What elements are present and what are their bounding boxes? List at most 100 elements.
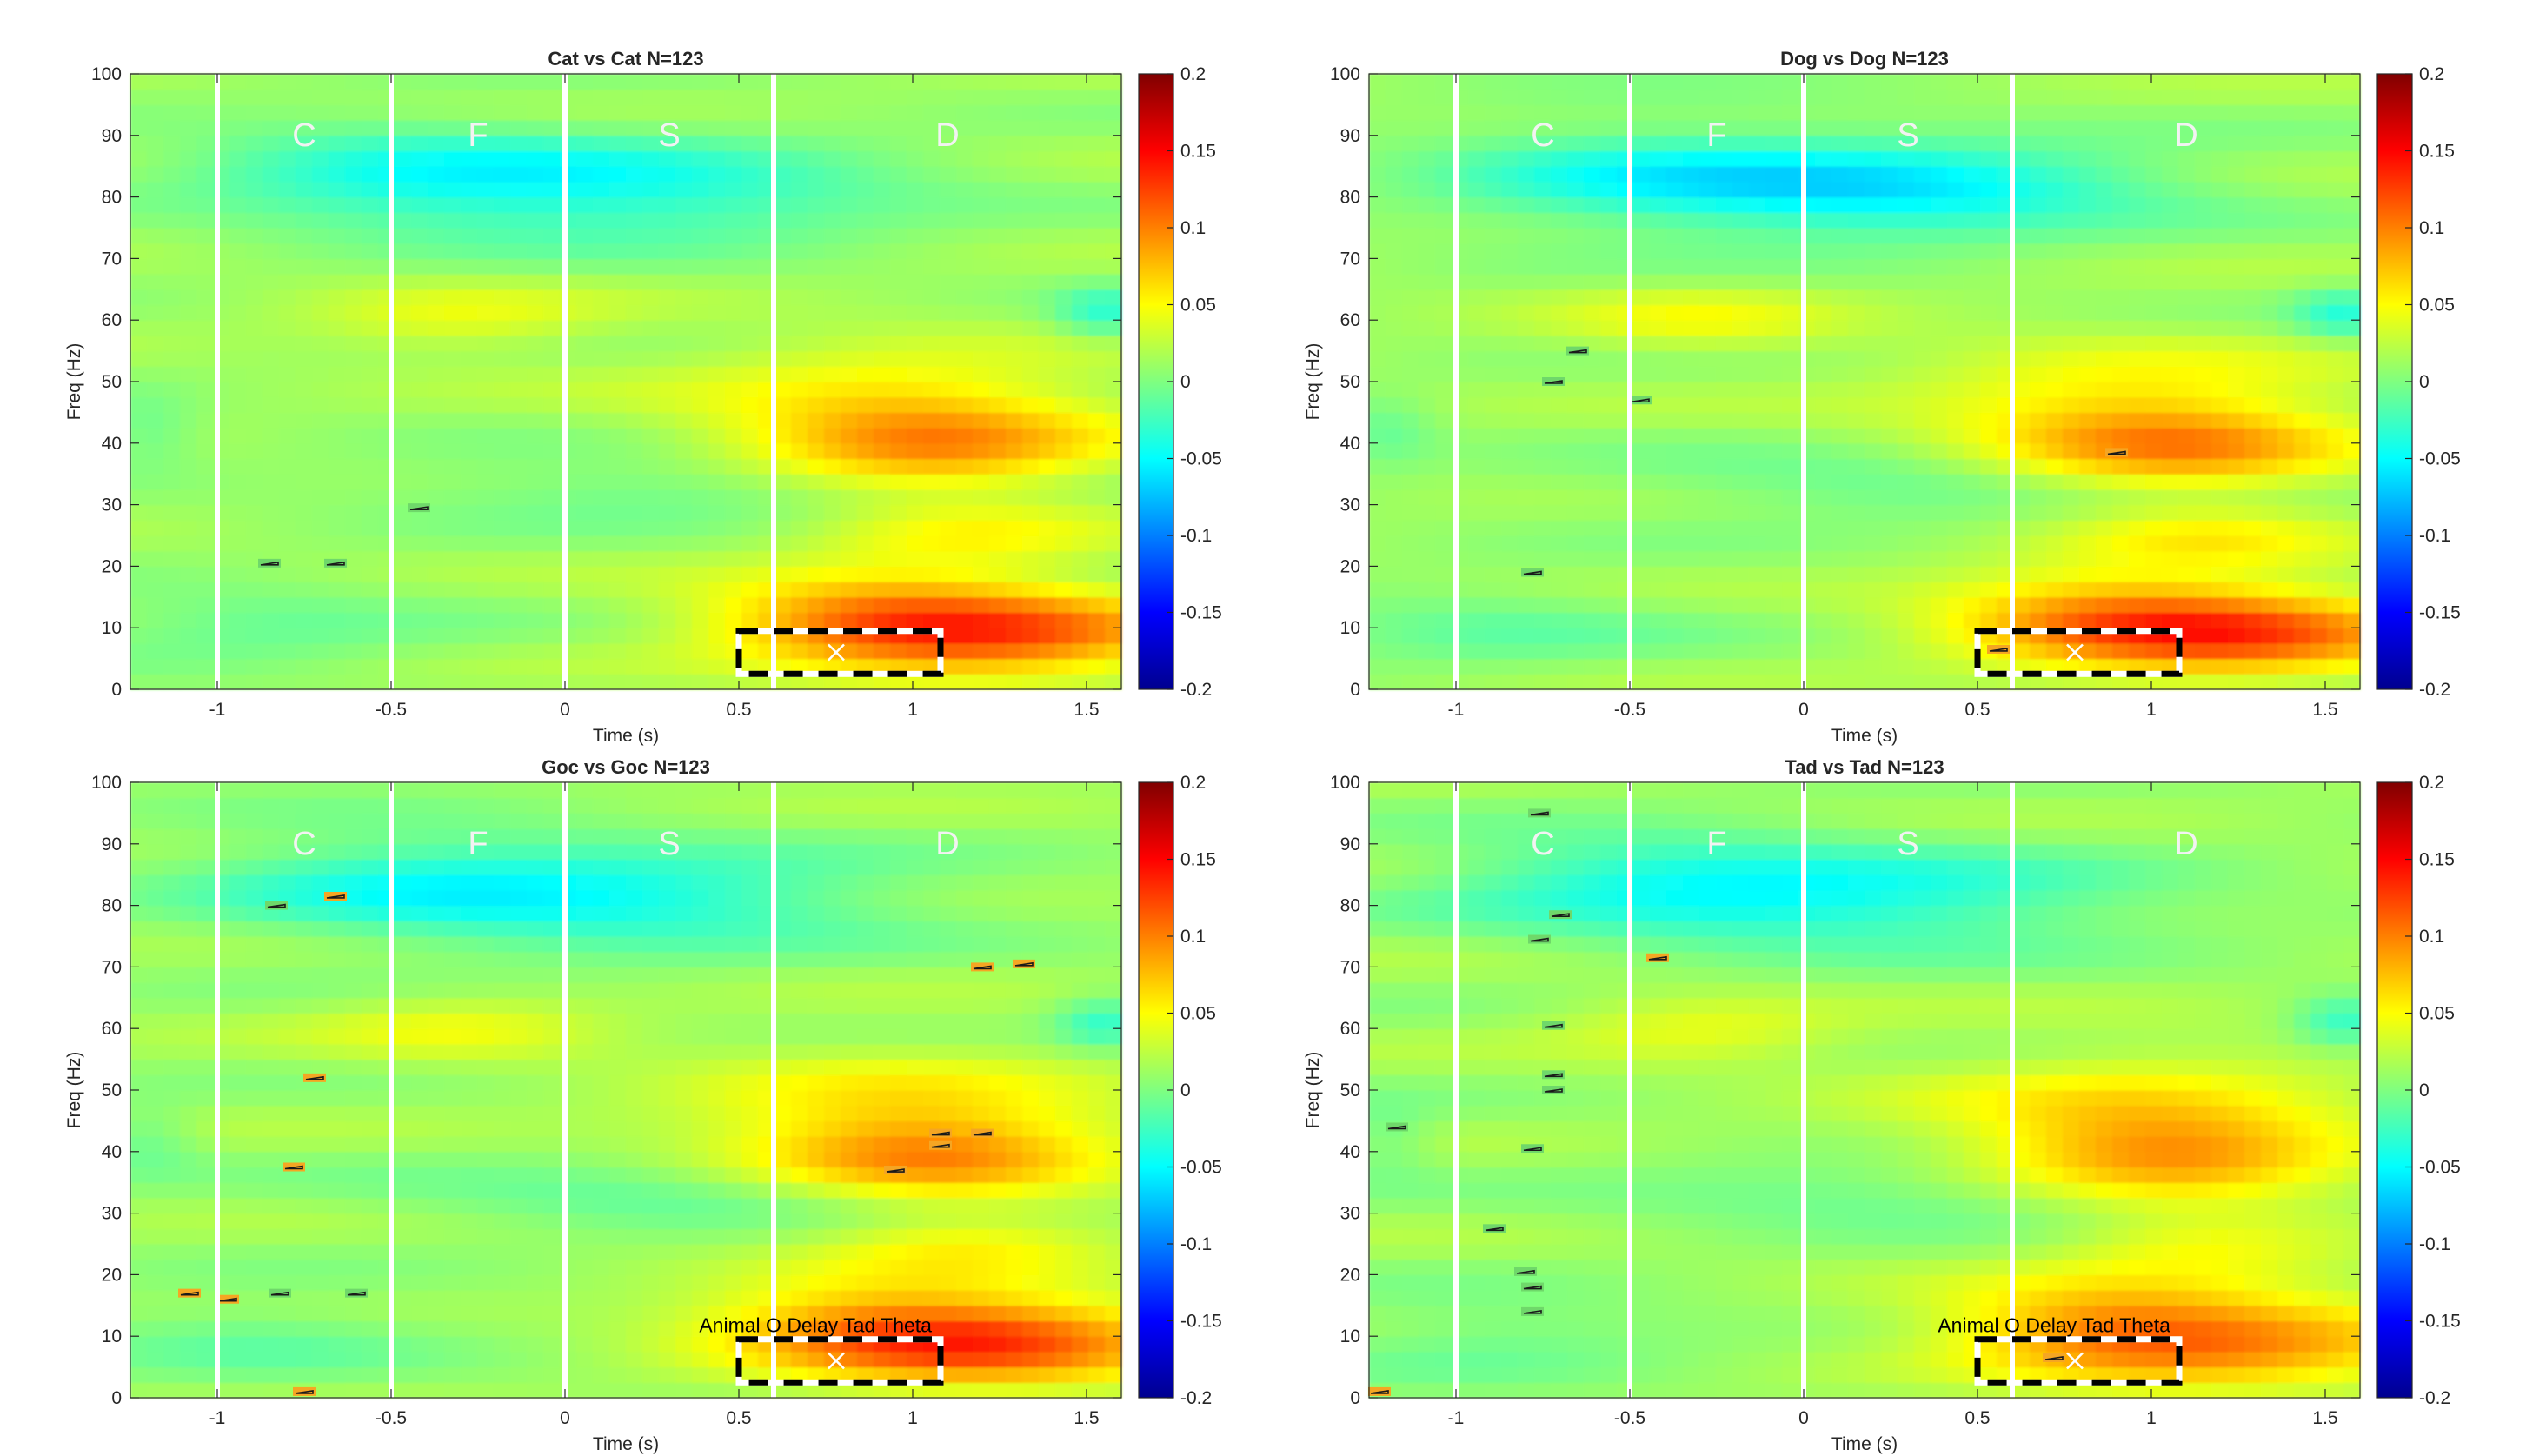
y-tick-label: 60 <box>1340 310 1360 330</box>
colorbar-tick-label: -0.1 <box>2419 526 2450 546</box>
x-tick-label: 1 <box>907 1408 918 1428</box>
significant-cluster <box>1542 1086 1565 1094</box>
phase-label: C <box>1531 117 1554 154</box>
significant-cluster <box>258 558 281 568</box>
colorbar-tick-label: 0.15 <box>2419 142 2455 162</box>
significant-cluster <box>1566 346 1589 356</box>
colorbar-tick-label: -0.05 <box>2419 1158 2461 1178</box>
colorbar-tick-label: -0.05 <box>2419 449 2461 469</box>
panel-1: C F S D -1 -0.5 0 0.5 1 1.5 0 10 20 30 40 50 60 70 80 90 100… <box>64 48 1222 746</box>
x-axis-label: Time (s) <box>1831 1434 1898 1454</box>
x-tick-label: 1 <box>2146 700 2157 720</box>
significant-cluster <box>1528 934 1551 944</box>
colorbar-tick-label: -0.15 <box>1180 1312 1222 1332</box>
roi-box <box>735 1336 944 1386</box>
significant-cluster <box>408 503 430 513</box>
y-tick-label: 90 <box>1340 126 1360 146</box>
chart-title: Cat vs Cat N=123 <box>548 48 703 70</box>
y-tick-label: 80 <box>102 188 122 208</box>
y-tick-label: 10 <box>1340 1326 1360 1346</box>
y-tick-label: 40 <box>1340 434 1360 454</box>
significant-cluster <box>1514 1267 1537 1276</box>
x-tick-label: 1 <box>2146 1408 2157 1428</box>
roi-center-marker <box>2066 643 2084 662</box>
significant-cluster <box>1542 1070 1565 1080</box>
x-tick-label: 0 <box>560 700 570 720</box>
y-tick-label: 20 <box>1340 1265 1360 1285</box>
colorbar-tick-label: -0.2 <box>1180 680 1212 700</box>
y-tick-label: 90 <box>102 834 122 854</box>
phase-label: S <box>658 826 680 862</box>
x-tick-label: 0.5 <box>1964 1408 1990 1428</box>
significant-cluster <box>283 1162 305 1172</box>
x-tick-label: 1.5 <box>1074 1408 1099 1428</box>
y-tick-label: 30 <box>1340 1204 1360 1224</box>
colorbar-tick-label: -0.1 <box>1180 1234 1212 1254</box>
colorbar-tick-label: 0.2 <box>1180 773 1206 793</box>
significant-cluster <box>1521 568 1544 577</box>
y-axis-label: Freq (Hz) <box>1303 343 1323 421</box>
x-tick-label: -1 <box>1448 700 1465 720</box>
phase-label: F <box>1706 826 1726 862</box>
y-tick-label: 50 <box>102 1080 122 1100</box>
colorbar-tick-label: -0.05 <box>1180 1158 1222 1178</box>
colorbar-tick-label: 0.1 <box>2419 927 2444 947</box>
significant-cluster <box>1528 808 1551 818</box>
phase-label: C <box>1531 826 1554 862</box>
x-tick-label: 0.5 <box>726 700 751 720</box>
significant-cluster <box>269 1288 291 1298</box>
phase-label: F <box>468 826 488 862</box>
significant-cluster <box>345 1288 368 1298</box>
significant-cluster <box>1542 1021 1565 1030</box>
phase-label: D <box>2174 826 2197 862</box>
colorbar-tick-label: 0 <box>1180 1080 1191 1100</box>
significant-cluster <box>1521 1282 1544 1292</box>
y-tick-label: 70 <box>102 249 122 269</box>
significant-cluster <box>929 1128 952 1138</box>
colorbar-tick-label: 0.2 <box>1180 64 1206 84</box>
y-axis-label: Freq (Hz) <box>64 343 84 421</box>
roi-label: Animal O Delay Tad Theta <box>1938 1314 2170 1337</box>
significant-cluster <box>929 1140 952 1150</box>
y-tick-label: 70 <box>102 957 122 977</box>
heatmap-image <box>1369 74 2361 690</box>
x-tick-label: 0.5 <box>726 1408 751 1428</box>
y-tick-label: 10 <box>102 1326 122 1346</box>
y-tick-label: 30 <box>102 495 122 515</box>
roi-center-marker <box>828 643 845 662</box>
x-tick-label: -0.5 <box>1614 700 1645 720</box>
significant-cluster <box>971 1128 994 1138</box>
significant-cluster <box>324 558 347 568</box>
colorbar-tick-label: 0.15 <box>1180 142 1216 162</box>
significant-cluster <box>1521 1306 1544 1316</box>
phase-label: C <box>292 117 316 154</box>
heatmap-image <box>130 782 1122 1399</box>
phase-label: D <box>2174 117 2197 154</box>
colorbar-tick-label: 0 <box>2419 1080 2430 1100</box>
significant-cluster <box>2043 1353 2065 1362</box>
colorbar-tick-label: -0.2 <box>2419 680 2450 700</box>
colorbar: 0.2 0.15 0.1 0.05 0 -0.05 -0.1 -0.15 -0.2 <box>2376 64 2461 700</box>
y-tick-label: 70 <box>1340 957 1360 977</box>
significant-cluster <box>1542 377 1565 386</box>
colorbar-tick-label: 0 <box>1180 372 1191 392</box>
y-tick-label: 50 <box>1340 372 1360 392</box>
colorbar-tick-label: 0.1 <box>1180 218 1206 238</box>
phase-label: S <box>658 117 680 154</box>
x-axis-label: Time (s) <box>593 726 659 746</box>
colorbar-tick-label: 0.15 <box>2419 850 2455 870</box>
y-tick-label: 100 <box>91 773 122 793</box>
significant-cluster <box>265 901 288 910</box>
significant-cluster <box>216 1294 239 1304</box>
significant-cluster <box>303 1073 326 1082</box>
roi-box <box>1974 628 2183 677</box>
x-tick-label: -0.5 <box>376 1408 407 1428</box>
phase-label: S <box>1897 117 1918 154</box>
significant-cluster <box>1549 910 1572 920</box>
y-tick-label: 40 <box>1340 1142 1360 1162</box>
x-tick-label: 0 <box>1798 700 1809 720</box>
roi-center-marker <box>828 1352 845 1370</box>
x-tick-label: -0.5 <box>376 700 407 720</box>
significant-cluster <box>884 1166 907 1175</box>
x-tick-label: -0.5 <box>1614 1408 1645 1428</box>
